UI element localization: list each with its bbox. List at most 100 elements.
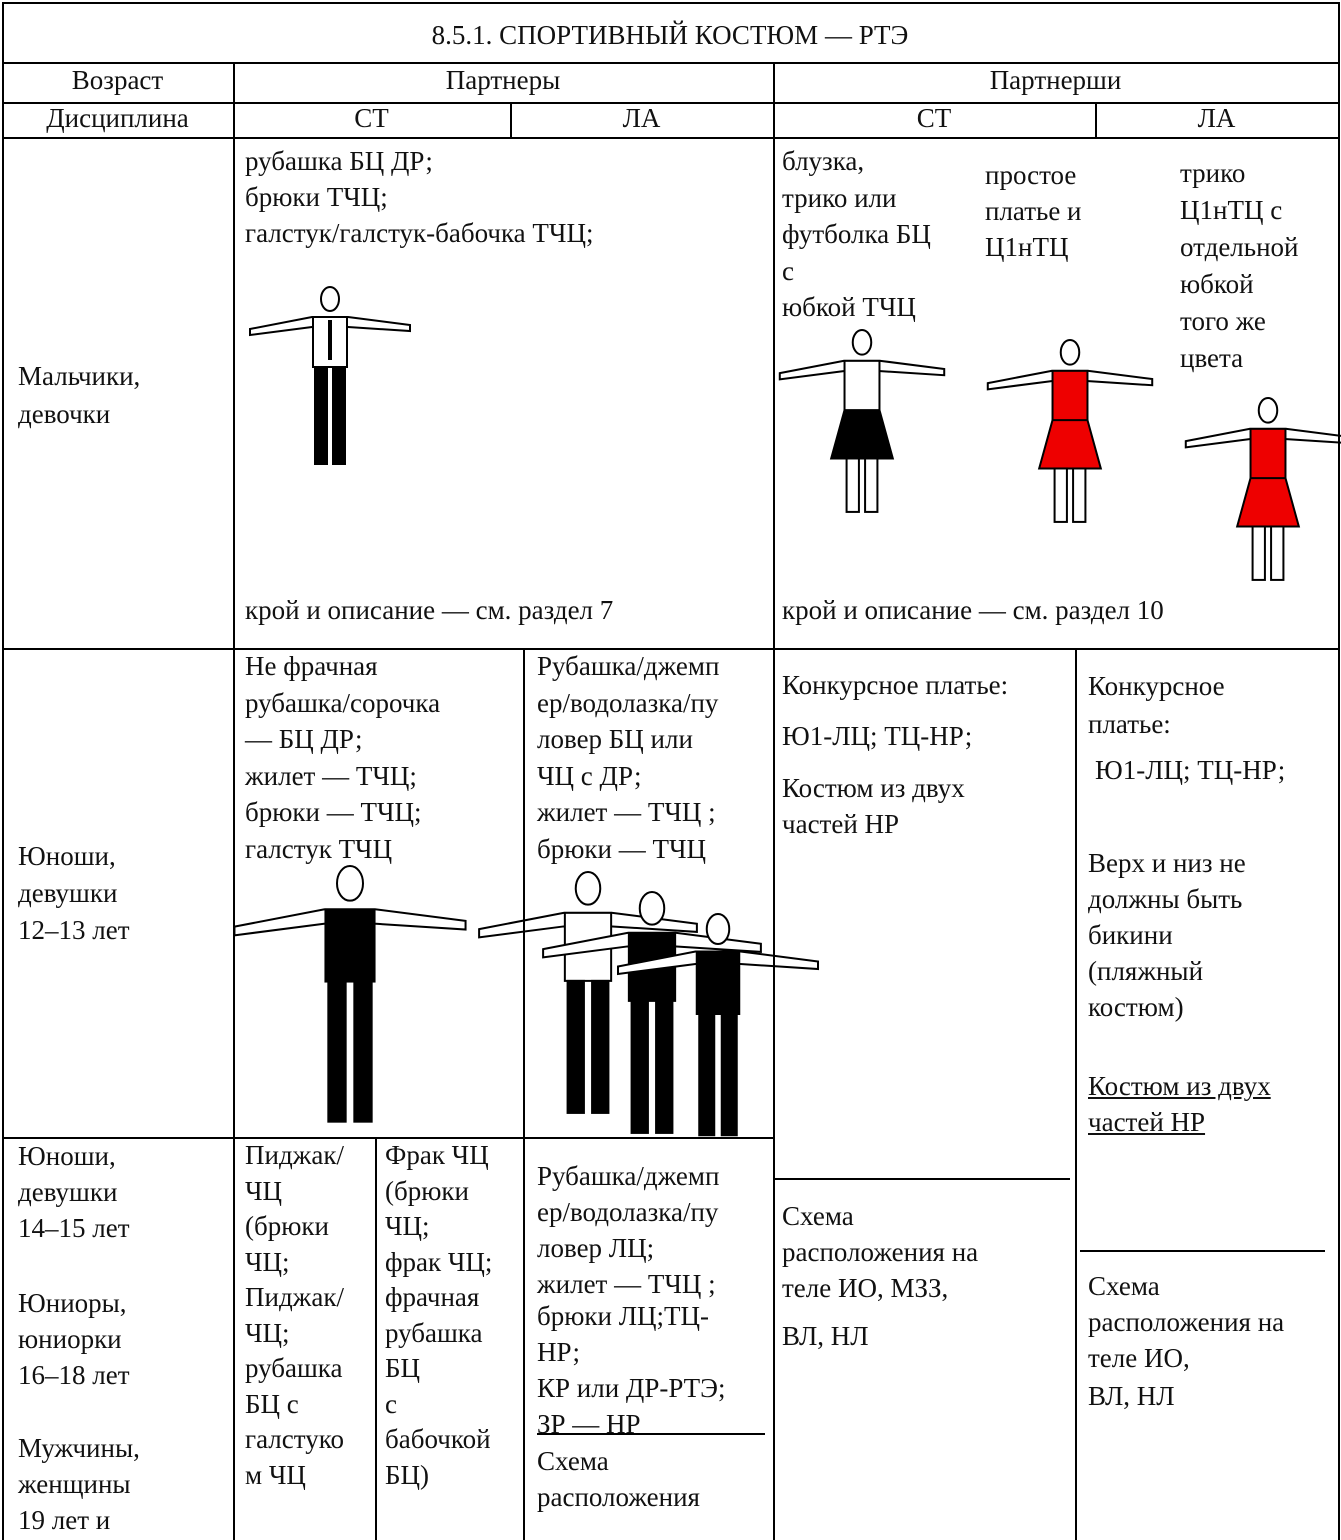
text-cell: ВЛ, НЛ: [1088, 1378, 1175, 1414]
text-line: жилет — ТЧЦ ;: [537, 1269, 716, 1299]
text-cell: Рубашка/джемп ер/водолазка/пу ловер БЦ или…: [537, 648, 719, 867]
text-line: Ц1нТЦ с: [1180, 195, 1283, 225]
text-line: бабочкой: [385, 1424, 491, 1454]
text-line: ЧЦ;: [245, 1246, 290, 1277]
text-line: Юниоры,: [18, 1288, 127, 1318]
text-line: девушки: [18, 878, 118, 908]
text-cell: трико Ц1нТЦ с отдельной юбкой того же цвета: [1180, 155, 1299, 377]
figure-part: [324, 908, 376, 983]
border: [510, 102, 512, 137]
text-line: трико: [1180, 158, 1246, 188]
text-line: брюки — ТЧЦ: [537, 833, 707, 864]
text-line: Мужчины,: [18, 1433, 140, 1463]
text-cell: ВЛ, НЛ: [782, 1318, 869, 1354]
text-line: трико или: [782, 182, 897, 213]
text-line: того же: [1180, 306, 1266, 336]
text-cell: крой и описание — см. раздел 10: [782, 592, 1164, 628]
figure-part: [1059, 339, 1081, 366]
figure-part: [851, 329, 873, 356]
text-line: рубашка/сорочка: [245, 687, 441, 718]
text-cell: Верх и низ не должны быть бикини (пляжный ко…: [1088, 845, 1246, 1025]
border: [2, 2, 1338, 4]
text-cell: блузка, трико или футболка БЦ с юбкой ТЧЦ: [782, 143, 931, 326]
text-line: Конкурсное: [1088, 671, 1225, 701]
text-line: (брюки: [385, 1175, 469, 1206]
text-line: Не фрачная: [245, 651, 378, 681]
header-cell: ЛА: [1197, 103, 1236, 133]
text-line: с: [782, 255, 794, 286]
text-line: должны быть: [1088, 884, 1243, 914]
header-cell: СТ: [354, 103, 389, 133]
text-cell: Схема расположения: [537, 1443, 700, 1515]
header-cell: Возраст: [71, 65, 164, 95]
border: [2, 2, 4, 1540]
text-line: брюки ТЧЦ;: [245, 182, 388, 212]
text-line: платье и: [985, 196, 1082, 226]
figure-part: [655, 999, 674, 1134]
text-cell: Юноши, девушки 12–13 лет: [18, 838, 130, 949]
border: [1080, 1250, 1325, 1252]
border: [773, 62, 775, 1540]
text-line: Схема: [1088, 1271, 1160, 1301]
text-line: крой и описание — см. раздел 7: [245, 595, 614, 625]
figure-part: [336, 865, 364, 902]
figure-part: [705, 913, 731, 945]
border: [2, 102, 1338, 104]
text-line: блузка,: [782, 146, 865, 176]
text-line: отдельной: [1180, 232, 1299, 262]
text-line: фрак ЧЦ;: [385, 1246, 493, 1277]
text-line: рубашка: [245, 1353, 343, 1383]
figure-part: [314, 366, 328, 465]
figure-part: [829, 409, 895, 460]
figure-part: [327, 980, 347, 1123]
text-line: Схема: [537, 1446, 609, 1476]
text-line: простое: [985, 160, 1077, 190]
text-line: крой и описание — см. раздел 10: [782, 595, 1164, 625]
figure-part: [591, 979, 610, 1114]
border: [2, 62, 1338, 64]
figure-part: [695, 950, 741, 1015]
text-line: ловер ЛЦ;: [537, 1233, 655, 1263]
text-cell: Фрак ЧЦ (брюки ЧЦ; фрак ЧЦ; фрачная рубашка БЦ…: [385, 1138, 492, 1493]
text-line: Рубашка/джемп: [537, 651, 720, 681]
figure-part: [1257, 397, 1279, 424]
border: [2, 1137, 773, 1139]
text-line: Ц1нТЦ: [985, 232, 1069, 262]
text-line: с: [385, 1388, 397, 1419]
text-line: БЦ): [385, 1459, 429, 1490]
text-line: — БЦ ДР;: [245, 724, 363, 754]
figure-part: [332, 366, 346, 465]
text-line: цвета: [1180, 343, 1244, 373]
text-cell: Юниоры, юниорки 16–18 лет: [18, 1285, 130, 1393]
border: [2, 137, 1338, 139]
text-line: 16–18 лет: [18, 1360, 130, 1390]
text-cell: Схема расположения на теле ИО, МЗЗ,: [782, 1198, 978, 1306]
text-line: теле ИО, МЗЗ,: [782, 1273, 949, 1303]
text-line: Мальчики,: [18, 361, 141, 391]
figure-part: [698, 1013, 716, 1137]
text-line: брюки — ТЧЦ;: [245, 797, 422, 827]
text-cell: рубашка БЦ ДР; брюки ТЧЦ; галстук/галстук-…: [245, 143, 593, 251]
text-line: галстук ТЧЦ: [245, 833, 393, 864]
text-line: ЗР — НР: [537, 1409, 641, 1439]
text-cell: Мужчины, женщины 19 лет и: [18, 1430, 140, 1538]
text-cell: Мальчики, девочки: [18, 357, 140, 433]
text-line: костюм): [1088, 992, 1184, 1022]
text-cell: Костюм из двух частей НР: [782, 770, 965, 842]
figure-part: [1037, 419, 1103, 470]
header-cell: Партнерши: [989, 65, 1122, 95]
figure-part: [1270, 525, 1285, 581]
text-cell: Рубашка/джемп ер/водолазка/пу ловер ЛЦ; жил…: [537, 1158, 719, 1302]
figure-part: [843, 359, 881, 414]
border: [233, 62, 235, 1540]
text-line: ЧЦ с ДР;: [537, 760, 642, 791]
text-line: Юноши,: [18, 841, 116, 871]
figure-part: [845, 457, 860, 513]
text-line: Костюм из двух: [1088, 1071, 1271, 1101]
text-line: жилет — ТЧЦ ;: [537, 797, 716, 827]
figure-part: [320, 286, 340, 312]
text-cell: простое платье и Ц1нТЦ: [985, 157, 1082, 265]
border: [2, 648, 1338, 650]
text-line: БЦ с: [245, 1388, 299, 1419]
